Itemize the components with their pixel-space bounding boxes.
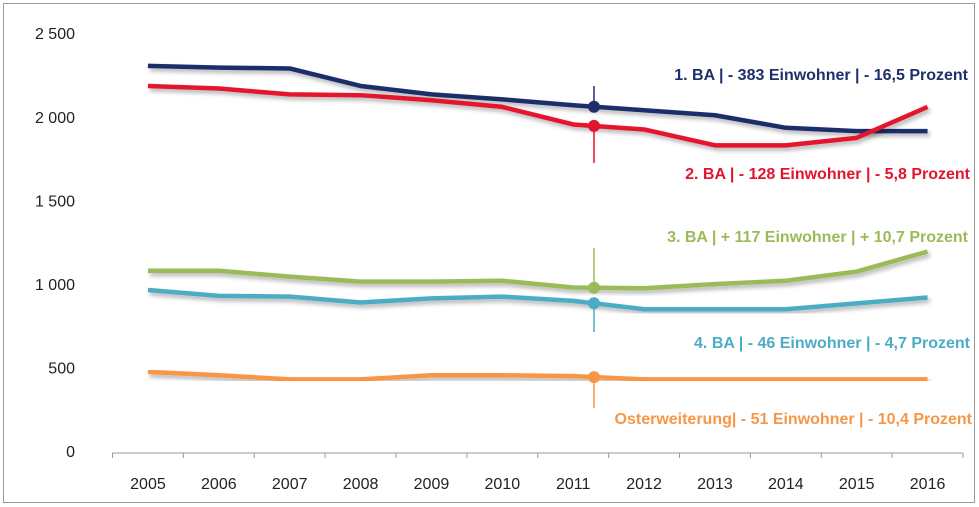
y-tick-label: 500 [48, 361, 75, 378]
annotation: Osterweiterung| - 51 Einwohner | - 10,4 … [615, 411, 973, 428]
x-tick-label: 2008 [343, 476, 379, 493]
y-tick-label: 2 000 [35, 110, 75, 127]
annotation-marker [588, 100, 600, 113]
y-tick-label: 0 [66, 444, 75, 461]
x-tick-label: 2006 [201, 476, 237, 493]
x-tick-label: 2013 [697, 476, 733, 493]
x-tick-label: 2012 [626, 476, 662, 493]
y-tick-label: 2 500 [35, 26, 75, 43]
annotation-marker [588, 297, 600, 310]
series-line [147, 249, 929, 291]
annotation: 2. BA | - 128 Einwohner | - 5,8 Prozent [685, 166, 971, 183]
y-tick-label: 1 500 [35, 193, 75, 210]
y-tick-label: 1 000 [35, 277, 75, 294]
series-line [147, 83, 929, 148]
annotation-marker [588, 371, 600, 384]
x-tick-label: 2014 [768, 476, 804, 493]
x-tick-label: 2011 [556, 476, 591, 493]
series-line [147, 63, 928, 134]
annotation-marker [588, 119, 600, 132]
x-tick-label: 2007 [272, 476, 308, 493]
x-tick-label: 2016 [910, 476, 946, 493]
x-tick-label: 2005 [130, 476, 166, 493]
series-line [147, 287, 928, 312]
series-line [147, 369, 928, 382]
x-tick-label: 2010 [485, 476, 521, 493]
x-tick-label: 2009 [414, 476, 450, 493]
annotation: 3. BA | + 117 Einwohner | + 10,7 Prozent [667, 229, 969, 246]
annotation: 1. BA | - 383 Einwohner | - 16,5 Prozent [674, 67, 968, 84]
annotation: 4. BA | - 46 Einwohner | - 4,7 Prozent [694, 335, 971, 352]
x-tick-label: 2015 [839, 476, 875, 493]
annotation-marker [588, 281, 600, 294]
